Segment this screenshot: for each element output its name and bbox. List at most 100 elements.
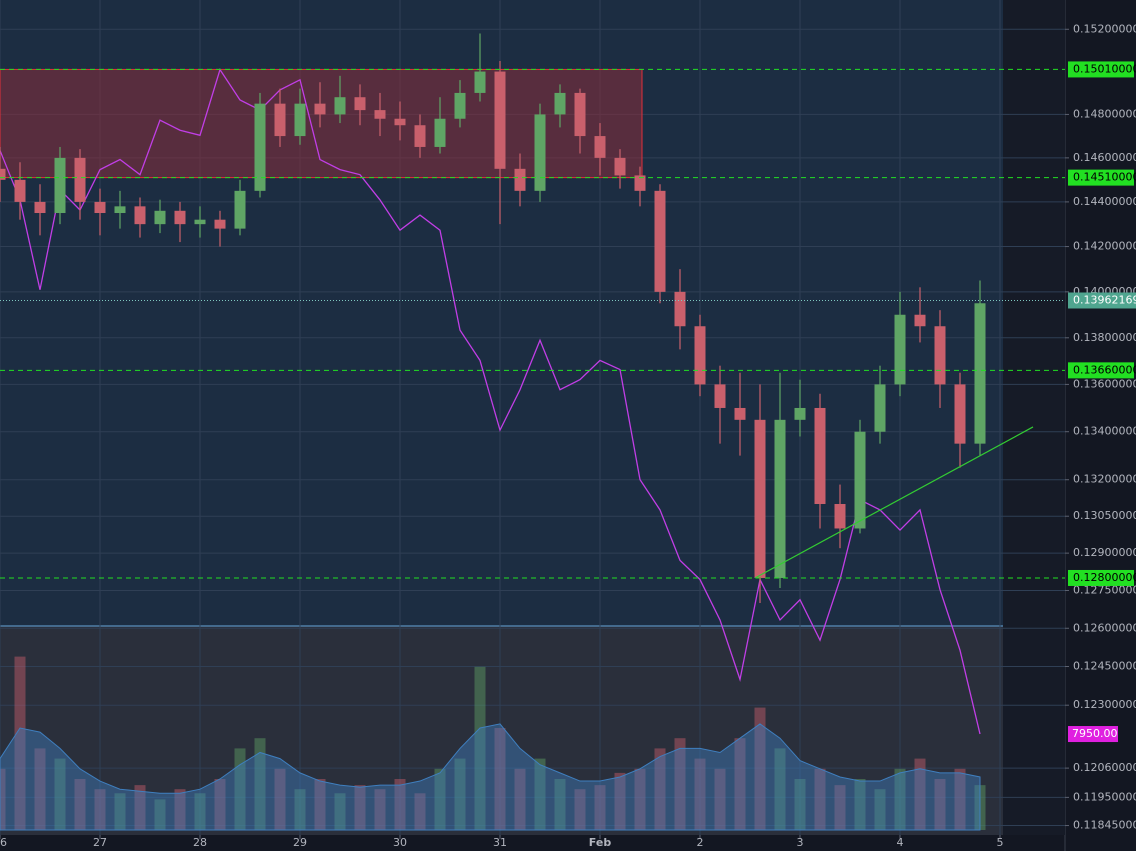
y-tick-label: 0.13800000 <box>1073 331 1136 344</box>
candle-body <box>974 303 986 444</box>
volume-bar <box>834 785 846 830</box>
candle-body <box>814 407 826 505</box>
volume-bar <box>954 768 966 830</box>
candle-body <box>294 103 306 137</box>
volume-bar <box>734 738 746 830</box>
candle-body <box>694 326 706 385</box>
volume-ma-area <box>0 723 981 831</box>
candle-body <box>574 92 586 137</box>
y-tick-label: 0.14600000 <box>1073 151 1136 164</box>
candle-body <box>894 314 906 385</box>
candle-body <box>414 125 426 147</box>
y-tick-label: 0.11845000 <box>1073 819 1136 832</box>
y-tick-label: 0.13200000 <box>1073 473 1136 486</box>
volume-bar <box>654 748 666 830</box>
volume-bar <box>14 656 26 830</box>
x-tick-label: Feb <box>589 836 612 849</box>
y-tick-label: 0.13050000 <box>1073 509 1136 522</box>
volume-bar <box>114 793 126 830</box>
candle-body <box>314 103 326 115</box>
volume-bar <box>694 758 706 830</box>
candle-body <box>174 210 186 225</box>
volume-bar <box>314 779 326 830</box>
x-tick-label: 2 <box>697 836 704 849</box>
x-tick-label: 28 <box>193 836 207 849</box>
overlay-label-box <box>1068 726 1118 743</box>
y-tick-label: 0.12300000 <box>1073 698 1136 711</box>
level-label-box <box>1068 61 1134 78</box>
volume-bar <box>794 779 806 830</box>
y-tick-label: 0.12450000 <box>1073 659 1136 672</box>
volume-bar <box>454 758 466 830</box>
candle-body <box>154 210 166 225</box>
candle-body <box>94 201 106 214</box>
volume-bar <box>374 789 386 830</box>
x-tick-label: 4 <box>897 836 904 849</box>
candle-body <box>594 136 606 158</box>
volume-bar <box>574 789 586 830</box>
volume-bar <box>934 779 946 830</box>
volume-bar <box>134 785 146 830</box>
x-tick-label: 26 <box>0 836 7 849</box>
supply-zone <box>0 68 643 179</box>
candle-body <box>654 190 666 292</box>
trendline <box>754 426 1034 579</box>
level-label-box <box>1068 362 1134 379</box>
overlay-label: 7950.00 <box>1072 727 1118 740</box>
volume-bar <box>534 758 546 830</box>
candle-body <box>534 114 546 191</box>
candle-body <box>274 103 286 137</box>
candle-body <box>374 110 386 119</box>
volume-bar <box>854 779 866 830</box>
candle-body <box>334 97 346 115</box>
volume-bar <box>474 666 486 830</box>
y-tick-label: 0.14200000 <box>1073 240 1136 253</box>
level-label: 0.13660000 <box>1073 363 1136 376</box>
volume-pane <box>0 626 1065 835</box>
y-tick-label: 0.12600000 <box>1073 621 1136 634</box>
candle-body <box>954 384 966 444</box>
level-label-box <box>1068 169 1134 186</box>
volume-bar <box>494 728 506 830</box>
candle-body <box>634 175 646 191</box>
volume-bar <box>774 748 786 830</box>
volume-bar <box>874 789 886 830</box>
volume-bar <box>354 785 366 830</box>
future-region <box>1003 0 1065 835</box>
volume-bar <box>414 793 426 830</box>
y-tick-label: 0.12750000 <box>1073 583 1136 596</box>
y-tick-label: 0.14800000 <box>1073 107 1136 120</box>
y-tick-label: 0.13400000 <box>1073 425 1136 438</box>
candle-body <box>214 219 226 229</box>
volume-bar <box>514 768 526 830</box>
y-tick-label: 0.15200000 <box>1073 22 1136 35</box>
level-label: 0.12800000 <box>1073 571 1136 584</box>
volume-bar <box>714 768 726 830</box>
x-tick-label: 27 <box>93 836 107 849</box>
candle-body <box>394 118 406 126</box>
price-label: 0.13962169 <box>1073 293 1136 306</box>
volume-bar <box>194 793 206 830</box>
level-label-box <box>1068 569 1134 586</box>
volume-bar <box>394 779 406 830</box>
x-tick-label: 29 <box>293 836 307 849</box>
candle-body <box>234 190 246 229</box>
candle-body <box>794 407 806 420</box>
volume-bar <box>754 707 766 830</box>
candle-body <box>434 118 446 147</box>
volume-bar <box>894 768 906 830</box>
y-tick-label: 0.11950000 <box>1073 790 1136 803</box>
level-label: 0.15010000 <box>1073 62 1136 75</box>
volume-bar <box>614 772 626 830</box>
volume-bar <box>74 779 86 830</box>
candle-body <box>194 219 206 225</box>
candle-body <box>34 201 46 214</box>
level-label: 0.14510000 <box>1073 171 1136 184</box>
volume-bar <box>174 789 186 830</box>
candle-body <box>714 384 726 408</box>
candle-body <box>934 326 946 385</box>
candle-body <box>514 168 526 191</box>
y-tick-label: 0.13600000 <box>1073 377 1136 390</box>
volume-bar <box>294 789 306 830</box>
candle-body <box>914 314 926 327</box>
